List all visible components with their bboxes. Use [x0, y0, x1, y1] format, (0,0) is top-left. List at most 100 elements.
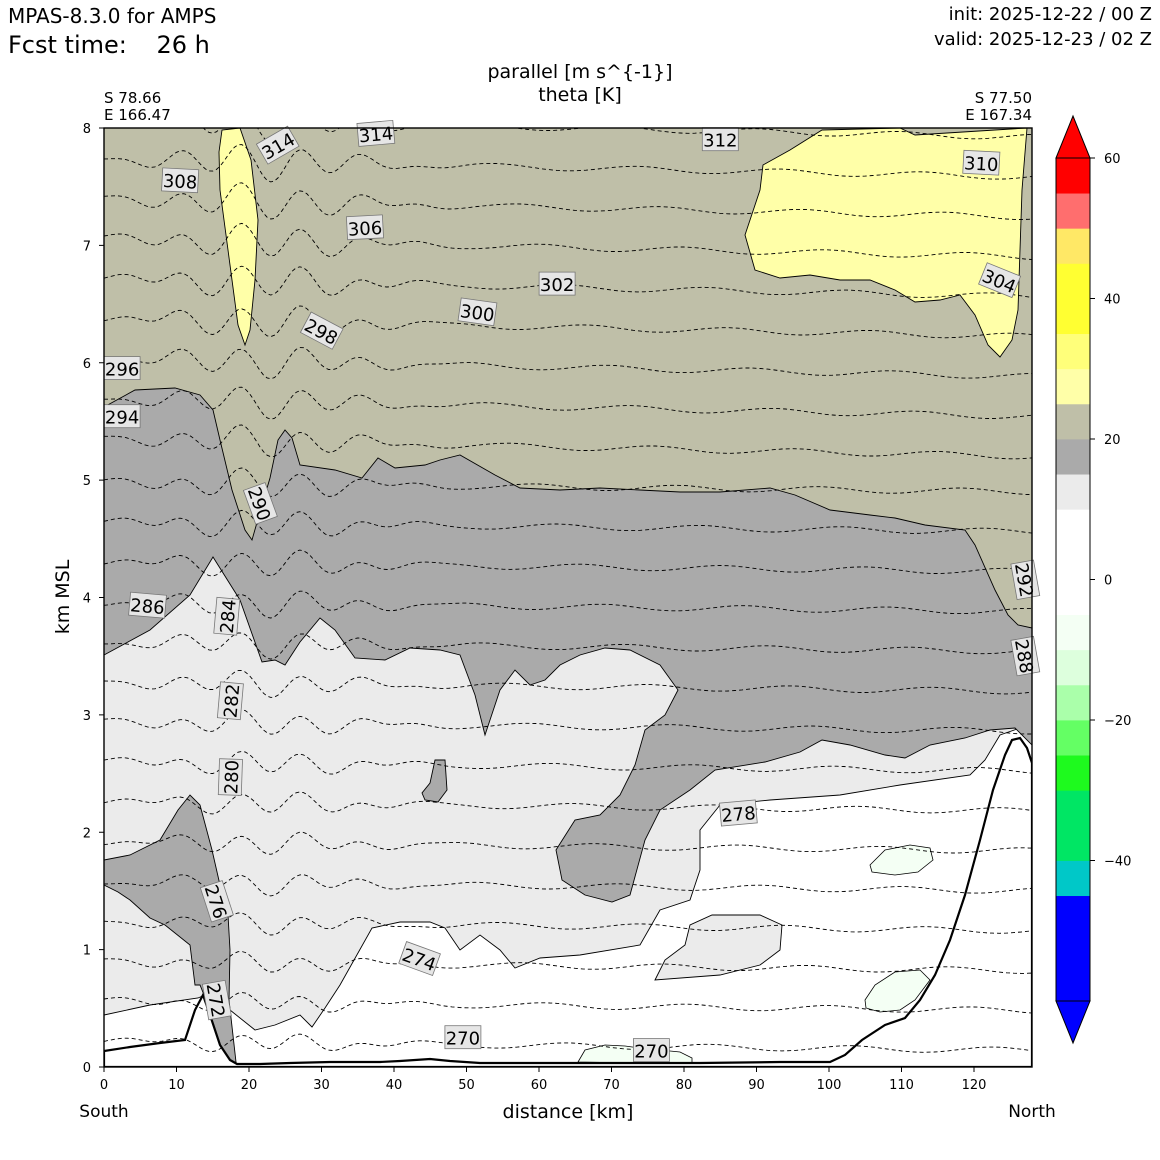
colorbar-swatch [1056, 790, 1090, 826]
theta-label-box [255, 125, 300, 165]
isentrope-316 [202, 128, 1032, 143]
theta-label-box [201, 979, 232, 1021]
isentrope-296 [104, 509, 1032, 537]
theta-label: 312 [701, 127, 739, 152]
colorbar-swatch [1056, 263, 1090, 299]
x-tick-label: 100 [817, 1078, 842, 1093]
colorbar-tick-label: −40 [1104, 855, 1131, 870]
isentrope-304 [104, 347, 1032, 380]
theta-label-box [718, 799, 758, 827]
x-tick-label: 50 [458, 1078, 475, 1093]
y-tick-label: 4 [83, 592, 91, 607]
yellow-region-right [744, 128, 1028, 358]
forecast-time: Fcst time: 26 h [8, 33, 210, 57]
colorbar-extend-min [1055, 1000, 1091, 1045]
left-endpoint-lat: S 78.66 [104, 89, 161, 107]
colorbar-swatch [1056, 720, 1090, 756]
theta-label: 294 [103, 404, 141, 429]
light-gray-patch [654, 914, 783, 981]
theta-label-box [216, 681, 244, 721]
colorbar-tick-label: 20 [1104, 433, 1121, 448]
isentrope-280 [104, 831, 1032, 855]
theta-label-box [161, 167, 200, 194]
x-axis: 0 10 20 30 40 50 60 70 80 90 100 110 120 [100, 1067, 986, 1093]
x-tick-label: 90 [748, 1078, 765, 1093]
right-endpoint-lon: E 167.34 [965, 106, 1032, 124]
colorbar-swatch [1056, 684, 1090, 721]
theta-label-box [213, 596, 241, 636]
theta-label-box [242, 482, 278, 525]
colorbar-tick-label: 60 [1104, 152, 1121, 167]
x-tick-label: 60 [531, 1078, 548, 1093]
gray-blob [421, 759, 448, 803]
chart-title-line2: theta [K] [538, 84, 622, 106]
colorbar-swatch [1056, 930, 1090, 967]
green-patch-1 [869, 844, 934, 876]
y-tick-label: 6 [83, 357, 91, 372]
isentrope-276 [104, 912, 1032, 936]
theta-label-text: 310 [964, 153, 999, 176]
theta-label-text: 286 [129, 595, 165, 619]
theta-label-text: 280 [221, 760, 243, 795]
colorbar: 60 40 20 0 −20 −40 [1055, 114, 1131, 1045]
y-tick-label: 5 [83, 474, 91, 489]
colorbar-swatch [1056, 193, 1090, 229]
theta-label-text: 282 [220, 683, 244, 719]
theta-label: 300 [457, 297, 498, 327]
theta-label-box [398, 941, 441, 977]
colorbar-swatch [1056, 649, 1090, 686]
isentrope-278 [104, 874, 1032, 897]
colorbar-swatch [1056, 965, 1090, 1002]
theta-label: 270 [444, 1025, 482, 1050]
theta-label: 310 [962, 149, 1001, 176]
valid-time: valid: 2025-12-23 / 02 Z [934, 29, 1152, 50]
south-label: South [79, 1102, 128, 1122]
colorbar-swatch [1056, 403, 1090, 440]
theta-label: 308 [161, 167, 200, 194]
theta-label-box [444, 1025, 482, 1050]
isentrope-288 [104, 670, 1032, 698]
colorbar-swatch [1056, 614, 1090, 651]
isentrope-310 [104, 222, 1032, 260]
right-endpoint-lat: S 77.50 [975, 89, 1032, 107]
theta-label: 302 [538, 271, 576, 296]
x-tick-label: 40 [386, 1078, 403, 1093]
theta-label-box [128, 591, 167, 619]
theta-label-text: 294 [105, 408, 139, 429]
theta-label: 296 [103, 356, 141, 381]
theta-label-box [217, 758, 243, 796]
theta-label-box [633, 1038, 670, 1062]
isentrope-284 [104, 750, 1032, 775]
x-tick-label: 0 [100, 1078, 108, 1093]
isentrope-272 [104, 992, 1032, 1014]
colorbar-swatch [1056, 579, 1090, 616]
colorbar-swatch [1056, 368, 1090, 405]
isentrope-270 [104, 1033, 1032, 1053]
colorbar-swatch [1056, 158, 1090, 194]
colorbar-swatch [1056, 895, 1090, 932]
theta-label-text: 296 [105, 360, 139, 381]
theta-label-box [199, 880, 234, 923]
theta-label-text: 308 [162, 171, 197, 194]
colorbar-swatch [1056, 474, 1090, 510]
chart-title-line1: parallel [m s^{-1}] [487, 61, 672, 83]
north-label: North [1008, 1102, 1056, 1122]
filled-field [104, 128, 1032, 1067]
theta-label-text: 314 [358, 123, 394, 147]
terrain [104, 736, 1032, 1067]
theta-label-box [978, 262, 1022, 299]
theta-label: 284 [213, 596, 241, 636]
model-title: MPAS-8.3.0 for AMPS [8, 4, 217, 28]
isentrope-274 [104, 951, 1032, 974]
colorbar-swatch [1056, 228, 1090, 264]
x-tick-label: 30 [313, 1078, 330, 1093]
y-tick-label: 8 [83, 122, 91, 137]
theta-label: 282 [216, 681, 244, 721]
init-time: init: 2025-12-22 / 00 Z [948, 4, 1152, 25]
x-tick-label: 80 [676, 1078, 693, 1093]
isentrope-294 [104, 549, 1032, 577]
isentrope-282 [104, 791, 1032, 815]
theta-label: 278 [718, 799, 758, 827]
y-axis-label: km MSL [52, 559, 74, 634]
